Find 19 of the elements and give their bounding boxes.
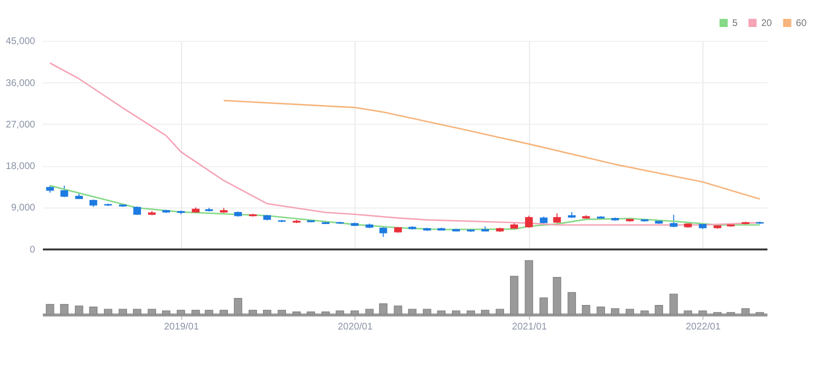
x-tick-label: 2020/01: [338, 321, 373, 332]
line-series: [223, 100, 761, 200]
y-tick-label: 45,000: [6, 36, 36, 48]
x-tick-label: 2021/01: [512, 321, 547, 332]
candlestick: [553, 212, 561, 224]
line-series: [49, 184, 761, 230]
y-tick-label: 36,000: [6, 78, 36, 89]
x-tick-label: 2022/01: [686, 321, 721, 332]
candlestick: [670, 214, 678, 228]
legend-label: 5: [732, 18, 738, 29]
candlestick: [60, 185, 68, 198]
y-tick-label: 27,000: [6, 119, 36, 130]
x-tick-label: 2019/01: [164, 321, 199, 332]
y-tick-label: 9,000: [11, 202, 36, 214]
y-tick-label: 18,000: [6, 161, 36, 172]
legend-label: 20: [761, 18, 772, 29]
candlestick: [525, 215, 533, 228]
y-tick-label: 0: [30, 244, 36, 256]
legend-label: 60: [796, 18, 807, 29]
